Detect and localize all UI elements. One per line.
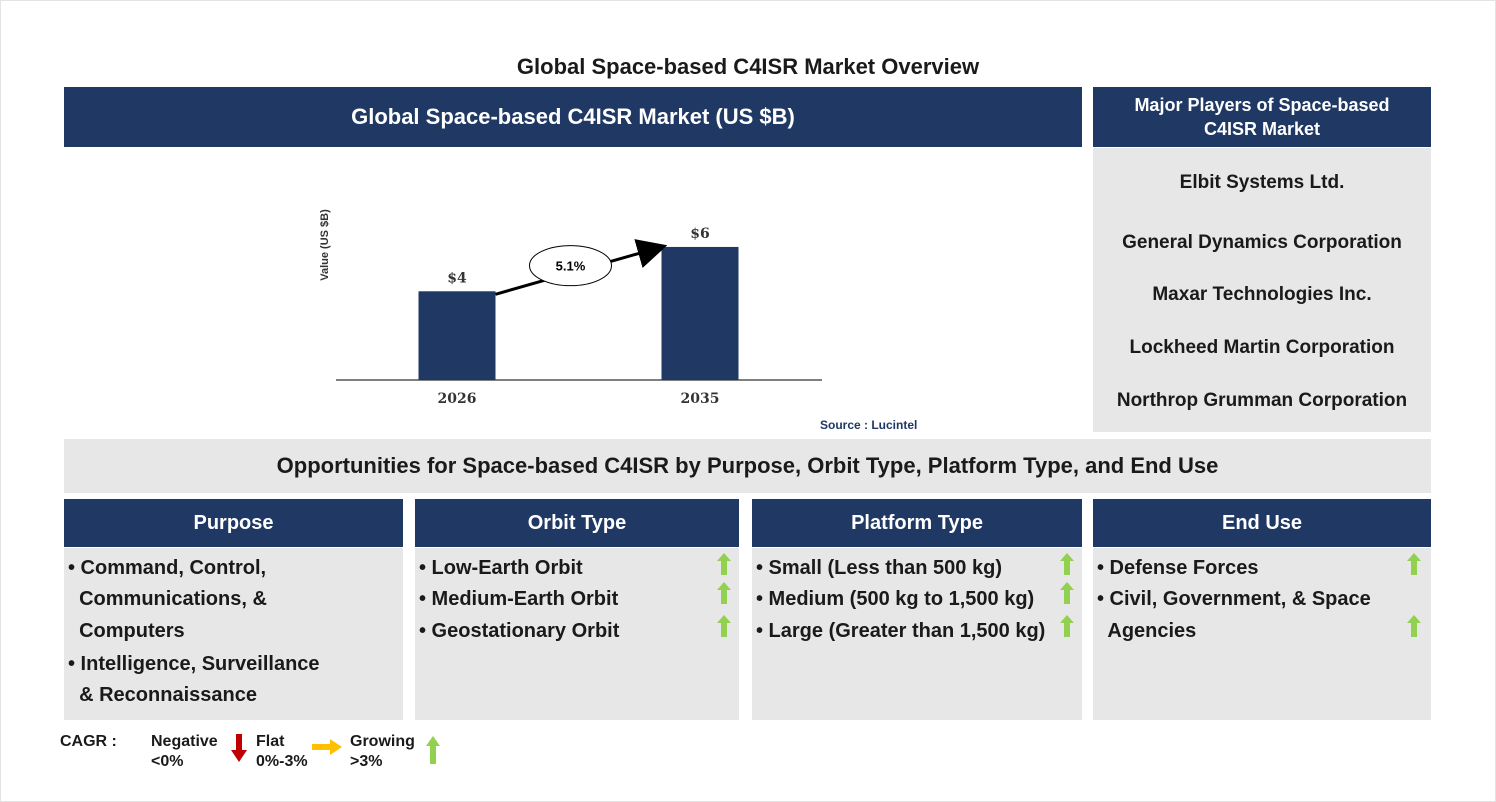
player-item: General Dynamics Corporation [1122,232,1402,253]
segment-item-line: • Geostationary Orbit [419,620,620,642]
legend-cagr-label: CAGR : [60,733,117,750]
segment-item-line: • Defense Forces [1097,557,1259,579]
segment-item-line: • Low-Earth Orbit [419,557,583,579]
down-arrow-icon [231,734,247,762]
up-arrow-icon [426,736,440,764]
y-axis-label: Value (US $B) [319,209,331,281]
legend-flat-name: Flat [256,733,285,750]
opportunities-title: Opportunities for Space-based C4ISR by P… [64,439,1431,493]
legend-growing-name: Growing [350,733,415,750]
legend-negative-range: <0% [151,753,184,770]
segment-item-line: • Medium (500 kg to 1,500 kg) [756,588,1035,610]
legend-growing-range: >3% [350,753,383,770]
segment-title: Orbit Type [415,499,739,547]
growth-up-arrow-icon [717,582,731,604]
cagr-label: 5.1% [556,259,586,274]
player-item: Elbit Systems Ltd. [1179,172,1345,193]
segment-item-line: • Medium-Earth Orbit [419,588,619,610]
players-panel-title: Major Players of Space-based C4ISR Marke… [1093,87,1431,147]
segment-title: End Use [1093,499,1431,547]
chart-panel-title: Global Space-based C4ISR Market (US $B) [64,87,1082,147]
legend-negative: Negative <0% [151,732,218,772]
cagr-ellipse [529,245,612,287]
segment-item-line: • Large (Greater than 1,500 kg) [756,620,1046,642]
legend-negative-name: Negative [151,733,218,750]
bar [661,246,739,380]
segment-title: Purpose [64,499,403,547]
segment-item-line: Agencies [1097,620,1197,642]
segment-title: Platform Type [752,499,1082,547]
bar [418,291,496,380]
player-item: Northrop Grumman Corporation [1116,390,1408,411]
segment-item-line: • Intelligence, Surveillance [68,653,320,675]
source-note: Source : Lucintel [820,418,918,432]
segment-body [64,548,403,720]
player-item: Lockheed Martin Corporation [1129,337,1395,358]
bar-value-label: $6 [690,226,709,242]
growth-up-arrow-icon [1060,615,1074,637]
legend-growing: Growing >3% [350,732,415,772]
growth-up-arrow-icon [717,615,731,637]
segment-item-line: • Small (Less than 500 kg) [756,557,1002,579]
legend-flat-range: 0%-3% [256,753,308,770]
market-bar-chart: Value (US $B) $4 2026 $6 2035 5.1% [319,209,822,407]
segment-body [1093,548,1431,720]
growth-up-arrow-icon [1060,582,1074,604]
players-list: Elbit Systems Ltd. General Dynamics Corp… [1093,148,1431,432]
segment-item-line: • Civil, Government, & Space [1097,588,1371,610]
right-arrow-icon [312,739,342,755]
bar-value-label: $4 [447,270,467,286]
x-tick-label: 2035 [681,391,720,407]
growth-up-arrow-icon [1060,553,1074,575]
segment-item-line: • Command, Control, [68,557,267,579]
segment-body [752,548,1082,720]
segment-item-line: & Reconnaissance [68,684,257,706]
page-title: Global Space-based C4ISR Market Overview [516,54,980,79]
player-item: Maxar Technologies Inc. [1152,284,1372,305]
segment-body [415,548,739,720]
growth-up-arrow-icon [1407,615,1421,637]
growth-up-arrow-icon [1407,553,1421,575]
segment-item-line: Computers [68,620,185,642]
growth-up-arrow-icon [717,553,731,575]
x-tick-label: 2026 [438,391,477,407]
legend-flat: Flat 0%-3% [256,732,308,772]
segment-item-line: Communications, & [68,588,267,610]
